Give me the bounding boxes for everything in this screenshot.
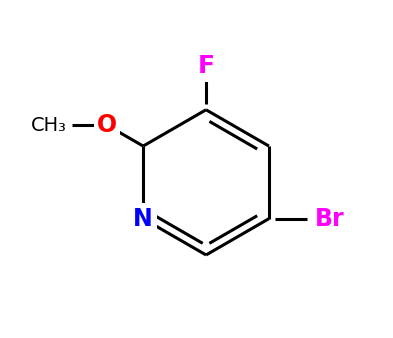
Text: O: O	[97, 113, 117, 137]
Text: Br: Br	[315, 207, 344, 231]
Text: N: N	[133, 207, 153, 231]
Text: CH₃: CH₃	[31, 116, 67, 135]
Text: F: F	[198, 54, 215, 78]
